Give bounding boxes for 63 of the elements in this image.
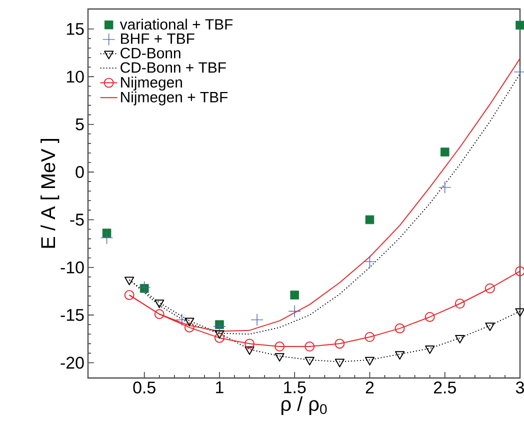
y-tick-label: -15 xyxy=(60,309,84,321)
point xyxy=(102,228,112,238)
point xyxy=(515,266,524,276)
point xyxy=(454,298,465,309)
point xyxy=(176,314,188,326)
point xyxy=(515,308,524,317)
point xyxy=(425,345,435,354)
y-tick-label: 5 xyxy=(76,118,84,130)
point xyxy=(365,215,374,224)
legend-label: BHF + TBF xyxy=(121,34,194,44)
point xyxy=(138,281,151,294)
point xyxy=(334,338,345,349)
point xyxy=(363,255,376,268)
point xyxy=(334,358,345,368)
y-tick-label: 0 xyxy=(76,166,84,178)
point xyxy=(290,290,299,300)
x-axis-title: ρ / ρ$_{0}$ xyxy=(282,396,327,415)
legend-label: Nijmegen + TBF xyxy=(121,91,228,106)
point xyxy=(394,351,405,360)
point xyxy=(154,309,164,320)
y-tick-label: -20 xyxy=(60,356,84,369)
point xyxy=(516,20,524,30)
point xyxy=(184,318,194,326)
point xyxy=(484,283,495,294)
point xyxy=(213,320,226,333)
point xyxy=(440,148,450,156)
point xyxy=(250,314,264,326)
y-tick-label: 15 xyxy=(66,23,84,35)
legend-label: Nijmegen xyxy=(121,76,182,91)
point xyxy=(304,356,314,366)
y-tick-label: 10 xyxy=(66,70,84,83)
point xyxy=(304,342,315,352)
point xyxy=(424,312,435,322)
point xyxy=(184,322,194,332)
x-tick-label: 0.5 xyxy=(133,382,156,394)
y-axis-title: E / A [ MeV ] xyxy=(40,139,60,248)
x-tick-label: 3 xyxy=(516,382,524,394)
point xyxy=(274,353,284,362)
x-tick-label: 1.5 xyxy=(284,382,306,394)
point xyxy=(364,356,375,366)
point xyxy=(364,332,375,342)
x-tick-label: 2.5 xyxy=(434,382,456,394)
point xyxy=(124,276,134,286)
point xyxy=(154,300,164,308)
point xyxy=(124,290,134,300)
y-tick-label: -10 xyxy=(60,261,84,274)
legend-label: CD-Bonn + TBF xyxy=(120,62,226,73)
x-tick-label: 1 xyxy=(216,382,224,394)
point xyxy=(214,330,224,339)
point xyxy=(455,334,465,344)
point xyxy=(485,322,495,332)
x-tick-label: 2 xyxy=(366,382,374,394)
point xyxy=(214,332,224,343)
legend-label: variational + TBF xyxy=(120,18,233,30)
point xyxy=(274,342,285,352)
point xyxy=(100,232,114,244)
legend-label: CD-Bonn xyxy=(120,48,180,58)
point xyxy=(244,338,255,349)
point xyxy=(438,180,452,194)
point xyxy=(244,346,254,355)
y-tick-label: -5 xyxy=(70,214,84,226)
point xyxy=(394,323,405,334)
point xyxy=(288,304,301,318)
